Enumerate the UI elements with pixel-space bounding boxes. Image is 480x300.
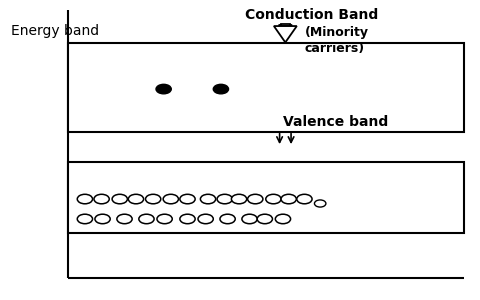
Text: Energy band: Energy band	[11, 24, 99, 38]
Circle shape	[281, 194, 296, 204]
Circle shape	[276, 214, 290, 224]
Circle shape	[77, 194, 93, 204]
Circle shape	[257, 214, 273, 224]
Circle shape	[314, 200, 326, 207]
Text: Valence band: Valence band	[283, 115, 388, 129]
Polygon shape	[281, 24, 289, 26]
Circle shape	[180, 194, 195, 204]
Circle shape	[217, 194, 232, 204]
Circle shape	[77, 214, 93, 224]
Circle shape	[198, 214, 213, 224]
Circle shape	[156, 84, 171, 94]
Circle shape	[157, 214, 172, 224]
Text: (Minority
carriers): (Minority carriers)	[304, 26, 369, 55]
Circle shape	[112, 194, 127, 204]
Circle shape	[145, 194, 161, 204]
Bar	[68, 162, 464, 233]
Circle shape	[95, 214, 110, 224]
Polygon shape	[274, 26, 297, 42]
Text: Conduction Band: Conduction Band	[245, 8, 378, 22]
Circle shape	[266, 194, 281, 204]
Circle shape	[200, 194, 216, 204]
Circle shape	[163, 194, 179, 204]
Circle shape	[128, 194, 144, 204]
Circle shape	[231, 194, 247, 204]
Circle shape	[94, 194, 109, 204]
Circle shape	[213, 84, 228, 94]
Circle shape	[139, 214, 154, 224]
Circle shape	[220, 214, 235, 224]
Circle shape	[248, 194, 263, 204]
Circle shape	[297, 194, 312, 204]
Circle shape	[242, 214, 257, 224]
Circle shape	[180, 214, 195, 224]
Circle shape	[117, 214, 132, 224]
Bar	[68, 43, 464, 132]
